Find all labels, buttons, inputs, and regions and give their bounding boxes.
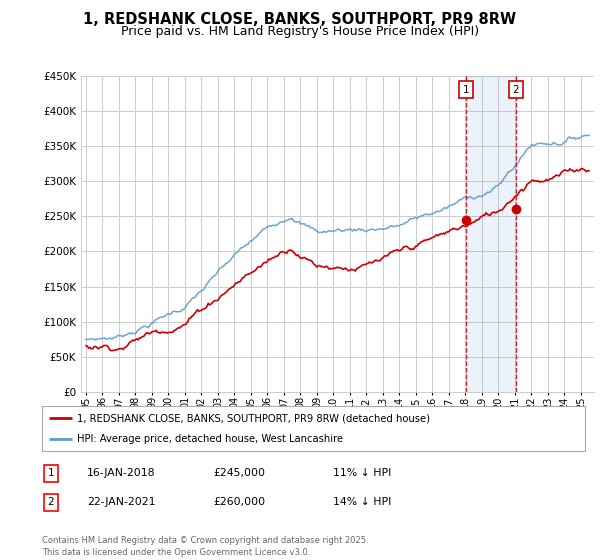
Text: 2: 2	[47, 497, 55, 507]
Text: 11% ↓ HPI: 11% ↓ HPI	[333, 468, 391, 478]
Text: 1, REDSHANK CLOSE, BANKS, SOUTHPORT, PR9 8RW (detached house): 1, REDSHANK CLOSE, BANKS, SOUTHPORT, PR9…	[77, 413, 430, 423]
Text: 1, REDSHANK CLOSE, BANKS, SOUTHPORT, PR9 8RW: 1, REDSHANK CLOSE, BANKS, SOUTHPORT, PR9…	[83, 12, 517, 27]
Text: Price paid vs. HM Land Registry's House Price Index (HPI): Price paid vs. HM Land Registry's House …	[121, 25, 479, 38]
Text: HPI: Average price, detached house, West Lancashire: HPI: Average price, detached house, West…	[77, 433, 343, 444]
Text: 14% ↓ HPI: 14% ↓ HPI	[333, 497, 391, 507]
Text: 2: 2	[512, 85, 519, 95]
Text: £260,000: £260,000	[213, 497, 265, 507]
Text: 1: 1	[47, 468, 55, 478]
Text: 22-JAN-2021: 22-JAN-2021	[87, 497, 155, 507]
Text: 1: 1	[463, 85, 469, 95]
Text: £245,000: £245,000	[213, 468, 265, 478]
Text: Contains HM Land Registry data © Crown copyright and database right 2025.
This d: Contains HM Land Registry data © Crown c…	[42, 536, 368, 557]
Text: 16-JAN-2018: 16-JAN-2018	[87, 468, 155, 478]
Bar	[466, 76, 515, 392]
